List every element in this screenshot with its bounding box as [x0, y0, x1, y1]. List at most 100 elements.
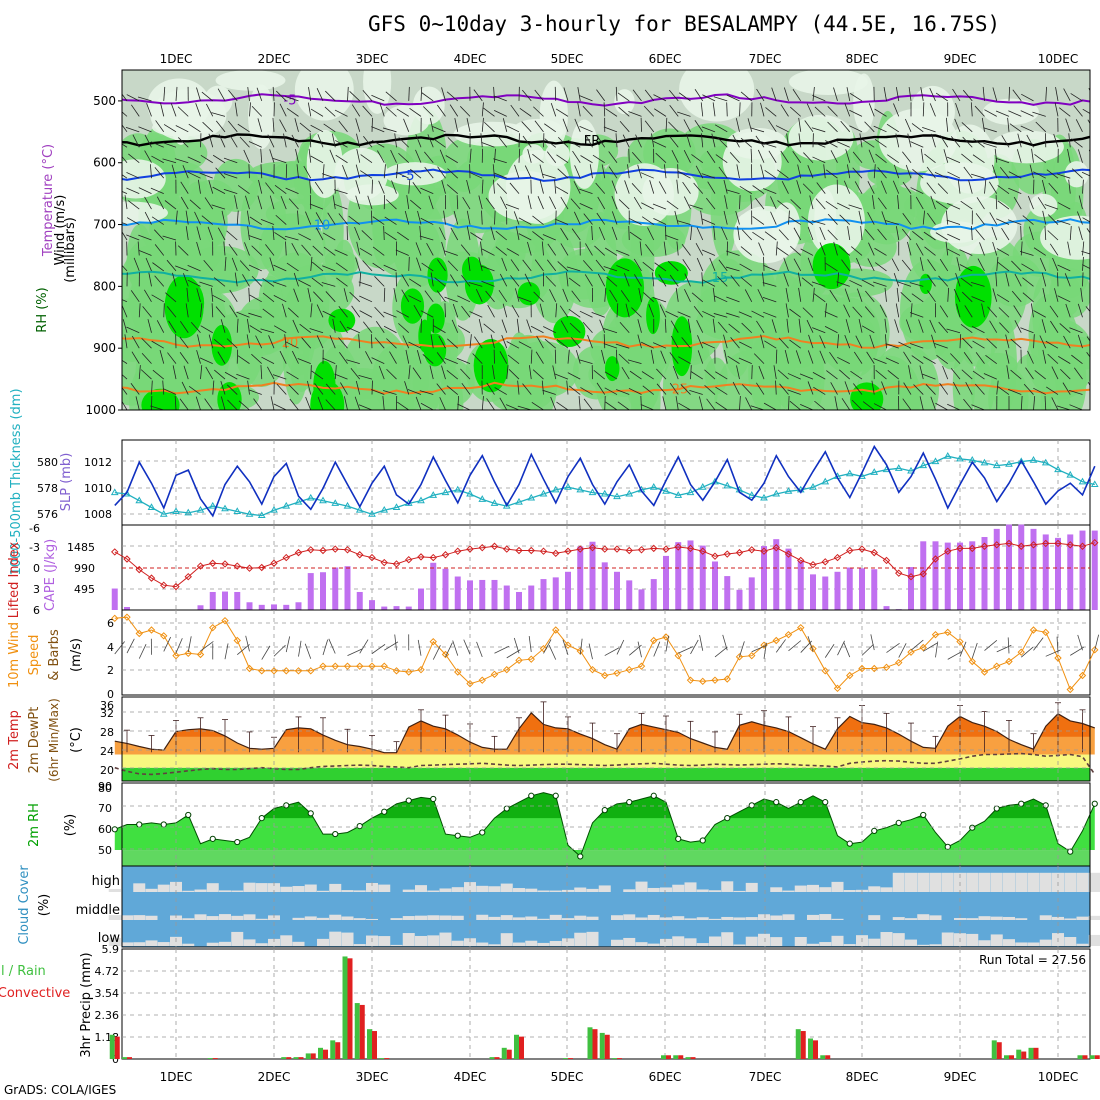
thickness-point — [625, 489, 634, 497]
top-day-label: 9DEC — [944, 52, 977, 66]
wind-barb — [322, 357, 336, 365]
rh-point — [895, 819, 902, 827]
wind-barb — [963, 166, 973, 179]
surface-wind-barb — [588, 643, 593, 660]
wind-barb — [923, 231, 936, 241]
wind-barb — [653, 141, 667, 148]
wind-barb — [183, 273, 189, 287]
wind-barb — [972, 340, 985, 349]
wind-barb — [702, 310, 716, 318]
wind-barb — [1008, 187, 1022, 195]
cloud-bar — [500, 883, 513, 892]
wind-barb — [671, 150, 679, 163]
wind-barb — [272, 281, 287, 287]
wind-speed-point — [650, 636, 658, 645]
wind-barb — [227, 399, 238, 410]
cloud-bar — [280, 935, 293, 946]
wind-barb — [208, 133, 214, 148]
wind-barb — [223, 157, 238, 164]
lifted-index-point — [625, 546, 633, 555]
wind-barb — [420, 86, 423, 101]
wind-barb — [177, 245, 189, 256]
wind-barb — [875, 262, 887, 272]
wind-barb — [1057, 264, 1071, 272]
wind-barb — [315, 212, 324, 225]
wind-ylabel-2: Speed — [27, 635, 42, 676]
wind-barb — [983, 127, 997, 133]
rh-moist-blob — [427, 257, 448, 293]
wind-barb — [701, 272, 704, 287]
wind-barb — [462, 196, 471, 210]
wind-barb — [307, 288, 312, 302]
wind-barb — [461, 382, 471, 395]
thickness-point — [551, 485, 560, 493]
cloud-bar — [353, 944, 366, 946]
cloud-bar — [1003, 916, 1015, 920]
wind-barb — [437, 259, 446, 272]
cloud-bar — [439, 888, 452, 892]
cloud-bar — [182, 890, 195, 892]
wind-speed-point — [968, 657, 976, 666]
wind-barb — [1089, 396, 1090, 397]
lifted-index-point — [1066, 541, 1074, 549]
wind-barb — [151, 155, 164, 164]
wind-barb — [359, 295, 373, 303]
wind-barb — [886, 123, 899, 133]
cape-bar — [773, 539, 780, 610]
wind-barb — [501, 257, 508, 272]
wind-barb — [877, 197, 887, 210]
wind-barb — [374, 276, 385, 287]
wind-barb — [122, 386, 128, 395]
precip-convective-bar — [690, 1057, 696, 1059]
cloud-bar — [1027, 942, 1040, 946]
wind-barb — [1082, 272, 1084, 287]
wind-barb — [807, 381, 814, 395]
wind-barb — [868, 242, 875, 256]
wind-barb — [1049, 243, 1059, 256]
cloud-bar — [231, 931, 244, 946]
wind-barb — [1057, 202, 1071, 210]
wind-barb — [1033, 387, 1046, 395]
wind-barb — [207, 226, 214, 241]
precip-convective-bar — [825, 1055, 831, 1059]
wind-barb — [178, 137, 189, 148]
cloud-bar — [647, 943, 660, 946]
cloud-ylabel-1: Cloud Cover — [17, 865, 32, 945]
wind-barb — [604, 287, 607, 302]
wind-barb — [799, 373, 814, 380]
rh-moist-blob — [426, 303, 445, 334]
cloud-bar — [341, 916, 354, 920]
wind-barb — [869, 334, 875, 349]
cape-bar — [859, 568, 865, 610]
wind-barb — [1092, 288, 1095, 302]
cape-bar — [1067, 534, 1074, 610]
wind-barb — [631, 151, 642, 163]
wind-barb — [1054, 288, 1059, 302]
cloud-bar — [439, 932, 452, 946]
wind-barb — [883, 87, 887, 101]
rh-moist-blob — [461, 256, 482, 283]
lifted-index-point — [368, 553, 376, 562]
wind-barb — [628, 217, 642, 225]
cloud-bar — [831, 918, 844, 920]
wind-barb — [555, 186, 569, 194]
wind-barb — [478, 257, 483, 272]
wind-barb — [823, 164, 826, 179]
surface-wind-barb — [494, 645, 510, 654]
wind-barb — [970, 173, 985, 179]
wind-barb — [511, 304, 520, 318]
wind-barb — [301, 337, 312, 349]
wind-barb — [282, 303, 287, 318]
wind-barb — [687, 318, 691, 333]
wind-barb — [410, 199, 422, 210]
wind-speed-point — [772, 636, 780, 645]
wind-barb — [234, 102, 238, 117]
wind-barb — [228, 243, 238, 256]
wind-barb — [258, 179, 263, 194]
wind-barb — [150, 405, 164, 410]
wind-barb — [675, 287, 679, 302]
precip-run-total: Run Total = 27.56 — [979, 953, 1086, 967]
surface-wind-barb — [775, 639, 786, 653]
wind-speed-point — [343, 662, 352, 670]
isotherm-label: 10 — [314, 219, 331, 234]
